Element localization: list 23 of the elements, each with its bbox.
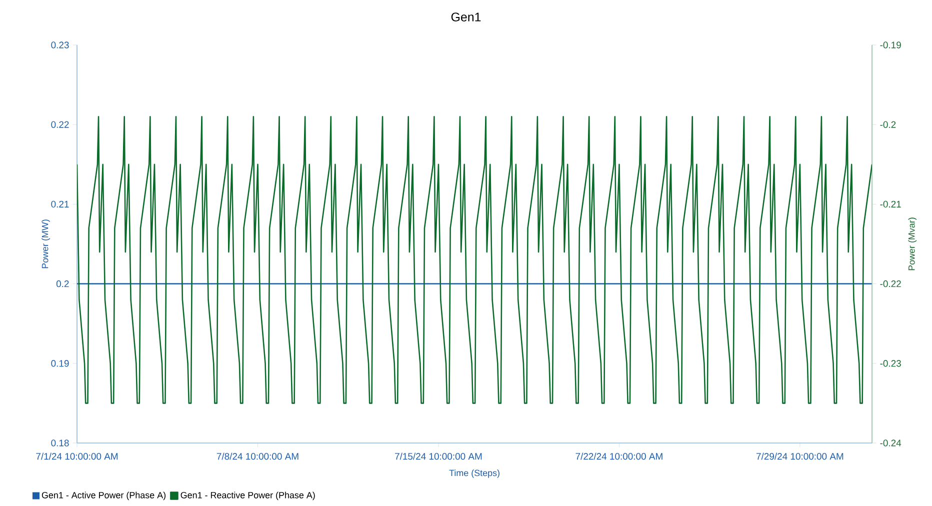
- x-tick-label: 7/22/24 10:00:00 AM: [576, 452, 662, 460]
- chart-title: Gen1: [451, 12, 481, 22]
- legend-label: Gen1 - Reactive Power (Phase A): [180, 492, 315, 500]
- x-axis-title: Time (Steps): [449, 470, 500, 478]
- x-tick-label: 7/29/24 10:00:00 AM: [756, 452, 844, 460]
- y-tick-label: 0.18: [51, 440, 69, 446]
- y-tick-label: 0.21: [51, 200, 69, 208]
- x-tick-label: 7/1/24 10:00:00 AM: [36, 452, 118, 460]
- x-tick-label: 7/15/24 10:00:00 AM: [395, 452, 482, 460]
- y-tick-label: 0.19: [51, 360, 69, 367]
- x-tick-label: 7/8/24 10:00:00 AM: [216, 452, 298, 460]
- y2-tick-label: -0.2: [880, 121, 896, 128]
- y2-tick-label: -0.19: [880, 42, 901, 48]
- y-tick-label: 0.22: [51, 121, 69, 128]
- legend-label: Gen1 - Active Power (Phase A): [42, 492, 166, 500]
- y-tick-label: 0.2: [56, 280, 69, 288]
- y2-tick-label: -0.23: [880, 360, 901, 367]
- y2-tick-label: -0.24: [880, 440, 902, 446]
- y-tick-label: 0.23: [51, 42, 69, 48]
- y2-axis-title: Power (Mvar): [908, 218, 917, 270]
- y-axis-title: Power (MW): [42, 220, 50, 268]
- y2-tick-label: -0.22: [880, 280, 901, 288]
- y2-tick-label: -0.21: [880, 200, 901, 208]
